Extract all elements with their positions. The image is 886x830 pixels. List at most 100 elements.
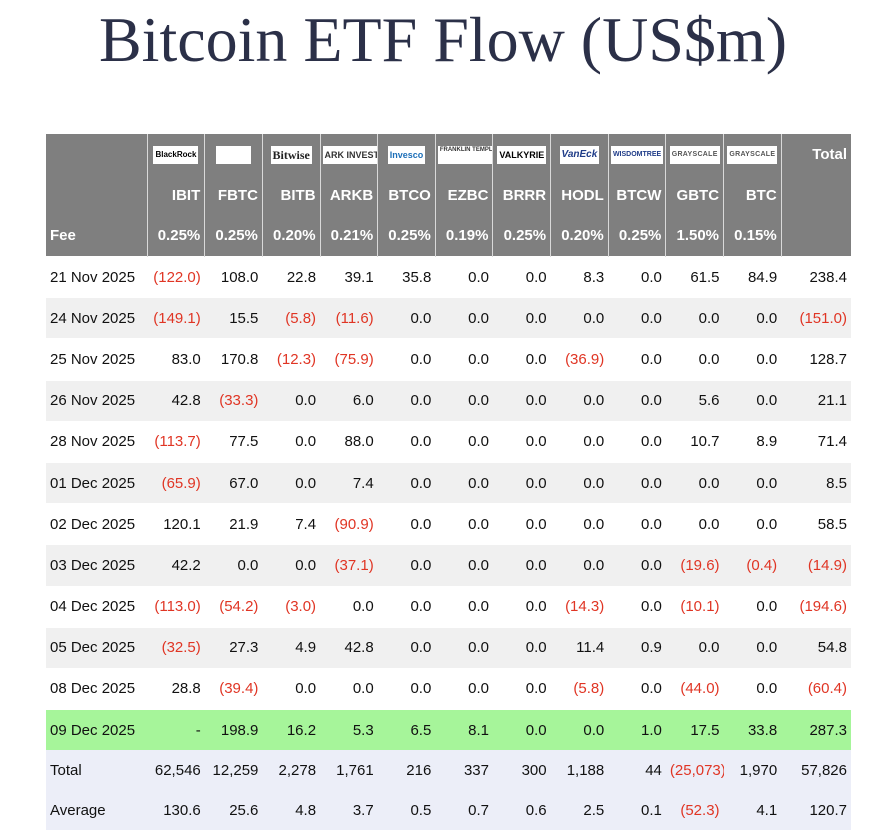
- fee-cell: 0.15%: [723, 215, 782, 257]
- flow-value-cell: 0.0: [608, 544, 666, 586]
- flow-value-cell: 0.0: [608, 420, 666, 463]
- fee-cell: 0.25%: [146, 215, 205, 257]
- flow-value-cell: (122.0): [147, 255, 205, 298]
- table-row: 24 Nov 2025 (149.1) 15.5 (5.8) (11.6) 0.0 0.0 0…: [46, 297, 851, 339]
- flow-value-cell: 0.0: [435, 503, 493, 545]
- fee-cell: 0.25%: [492, 215, 551, 257]
- fee-cell: 0.20%: [550, 215, 609, 257]
- summary-value-cell: 1,188: [550, 750, 609, 791]
- flow-value-cell: 0.0: [262, 461, 321, 504]
- flow-value-cell: 0.0: [492, 297, 551, 339]
- summary-value-cell: 12,259: [204, 750, 263, 791]
- flow-value-cell: 0.0: [492, 420, 551, 463]
- summary-value-cell: 62,546: [147, 750, 205, 791]
- flow-value-cell: (36.9): [550, 338, 609, 381]
- summary-value-cell: 337: [435, 750, 493, 791]
- summary-value-cell: 0.7: [435, 790, 493, 830]
- flow-value-cell: 0.0: [492, 255, 551, 298]
- issuer-logo-cell-valkyrie: VALKYRIE: [492, 134, 551, 175]
- flow-value-cell: 33.8: [723, 709, 782, 751]
- flow-value-cell: 0.0: [492, 667, 551, 710]
- flow-value-cell: 15.5: [204, 297, 263, 339]
- table-row: 21 Nov 2025 (122.0) 108.0 22.8 39.1 35.8 0.0 0.…: [46, 255, 851, 298]
- summary-row-total: Total 62,546 12,259 2,278 1,761 216 337 300 1,18…: [46, 750, 851, 791]
- row-total-cell: (60.4): [781, 667, 851, 710]
- flow-value-cell: 0.0: [665, 297, 724, 339]
- flow-value-cell: 0.0: [608, 297, 666, 339]
- flow-value-cell: 0.0: [435, 461, 493, 504]
- ark-invest-logo: ARK INVEST: [322, 145, 377, 164]
- flow-value-cell: 0.0: [435, 585, 493, 628]
- summary-value-cell: 216: [377, 750, 436, 791]
- issuer-logo-row: BlackRock Fidelity Bitwise ARK INVEST Invesc…: [46, 134, 851, 175]
- issuer-logo-cell-grayscale: GRAYSCALE: [665, 134, 724, 175]
- summary-value-cell: 57,826: [781, 750, 851, 791]
- ticker-header-cell: ARKB: [319, 175, 378, 215]
- flow-value-cell: 0.0: [608, 338, 666, 381]
- fee-cell: 0.20%: [261, 215, 321, 257]
- table-row: 03 Dec 2025 42.2 0.0 0.0 (37.1) 0.0 0.0 0.0 0.0 0…: [46, 544, 851, 586]
- flow-value-cell: 0.0: [492, 709, 551, 751]
- flow-value-cell: 39.1: [320, 255, 378, 298]
- fee-row: Fee 0.25% 0.25% 0.20% 0.21% 0.25% 0.19% 0.25% 0.…: [46, 215, 851, 257]
- issuer-logo-cell-fidelity: Fidelity: [204, 134, 263, 175]
- ticker-header-cell: IBIT: [146, 175, 205, 215]
- flow-value-cell: 10.7: [665, 420, 724, 463]
- flow-value-cell: (5.8): [550, 667, 609, 710]
- row-total-cell: 71.4: [781, 420, 851, 463]
- franklin-templeton-logo: FRANKLIN TEMPLETON: [437, 145, 492, 164]
- row-total-cell: 287.3: [781, 709, 851, 751]
- issuer-logo-cell-vaneck: VanEck: [550, 134, 609, 175]
- flow-value-cell: 0.0: [723, 503, 782, 545]
- flow-value-cell: 0.0: [377, 585, 436, 628]
- flow-value-cell: 1.0: [608, 709, 666, 751]
- flow-value-cell: (54.2): [204, 585, 263, 628]
- summary-value-cell: 2.5: [550, 790, 609, 830]
- flow-value-cell: 42.8: [147, 379, 205, 422]
- flow-value-cell: (149.1): [147, 297, 205, 339]
- flow-value-cell: (10.1): [665, 585, 724, 628]
- flow-value-cell: 0.0: [435, 626, 493, 669]
- flow-value-cell: 5.3: [320, 709, 378, 751]
- flow-value-cell: (37.1): [320, 544, 378, 586]
- flow-value-cell: 0.0: [377, 544, 436, 586]
- fee-cell: 1.50%: [665, 215, 724, 257]
- grayscale-mini-logo: GRAYSCALE: [727, 145, 778, 164]
- row-date-cell: 09 Dec 2025: [46, 709, 148, 751]
- flow-value-cell: 170.8: [204, 338, 263, 381]
- etf-flow-table: BlackRock Fidelity Bitwise ARK INVEST Invesc…: [46, 134, 851, 830]
- flow-value-cell: (65.9): [147, 461, 205, 504]
- summary-value-cell: (52.3): [665, 790, 724, 830]
- flow-value-cell: 83.0: [147, 338, 205, 381]
- flow-value-cell: 0.0: [435, 255, 493, 298]
- ticker-header-cell: FBTC: [204, 175, 263, 215]
- flow-value-cell: 8.3: [550, 255, 609, 298]
- fee-cell: 0.19%: [434, 215, 493, 257]
- total-column-header: Total: [780, 134, 851, 175]
- flow-value-cell: 88.0: [320, 420, 378, 463]
- summary-value-cell: 4.8: [262, 790, 321, 830]
- table-row: 05 Dec 2025 (32.5) 27.3 4.9 42.8 0.0 0.0 0.0 11.…: [46, 626, 851, 669]
- summary-value-cell: 120.7: [781, 790, 851, 830]
- row-total-cell: (151.0): [781, 297, 851, 339]
- flow-value-cell: 120.1: [147, 503, 205, 545]
- row-total-cell: 54.8: [781, 626, 851, 669]
- flow-value-cell: 61.5: [665, 255, 724, 298]
- table-row: 02 Dec 2025 120.1 21.9 7.4 (90.9) 0.0 0.0 0.0 0.…: [46, 503, 851, 545]
- summary-value-cell: (25,073): [665, 750, 724, 791]
- flow-value-cell: 0.0: [723, 626, 782, 669]
- flow-value-cell: -: [147, 709, 205, 751]
- ticker-header-cell: BITB: [261, 175, 321, 215]
- ticker-row: IBIT FBTC BITB ARKB BTCO EZBC BRRR HODL BTCW GBTC…: [46, 175, 851, 215]
- summary-value-cell: 130.6: [147, 790, 205, 830]
- flow-value-cell: 7.4: [320, 461, 378, 504]
- summary-label-cell: Total: [46, 750, 148, 791]
- flow-value-cell: 42.8: [320, 626, 378, 669]
- flow-value-cell: 0.0: [262, 420, 321, 463]
- flow-value-cell: 0.0: [608, 585, 666, 628]
- flow-value-cell: (12.3): [262, 338, 321, 381]
- flow-value-cell: 0.0: [377, 667, 436, 710]
- flow-value-cell: 0.0: [262, 379, 321, 422]
- flow-value-cell: 17.5: [665, 709, 724, 751]
- flow-value-cell: 0.0: [435, 338, 493, 381]
